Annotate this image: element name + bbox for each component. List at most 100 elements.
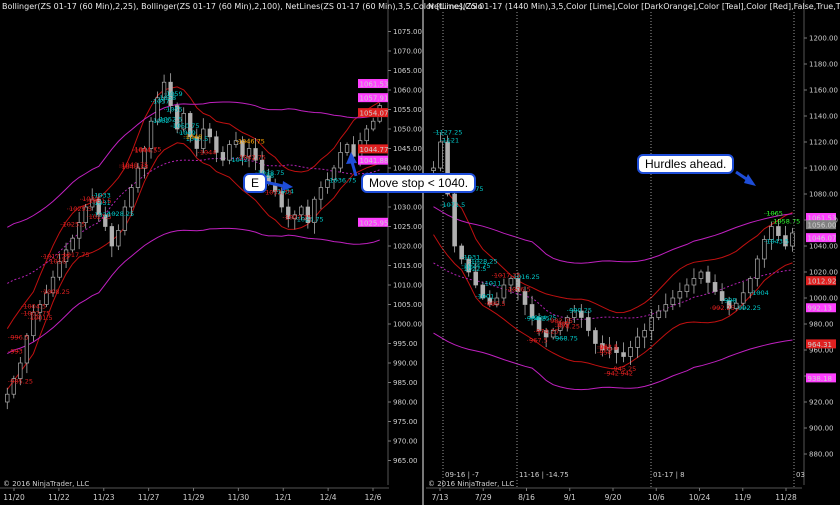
candle-body (572, 310, 577, 318)
candle-body (318, 187, 324, 200)
left-time-axis[interactable]: 11/20 11/22 11/23 11/27 11/29 11/30 12/1 12/4 12… (0, 487, 389, 502)
netline-label: 1031.5 (89, 197, 112, 205)
separator-label: 09-16 | -7 (445, 471, 479, 479)
candle-body (24, 335, 30, 364)
y-tick-label: 1005.00 (393, 301, 422, 309)
right-price-axis[interactable]: 880.00900.00920.00940.00960.00980.001000… (804, 35, 838, 459)
candle-body (621, 352, 626, 357)
candle-body (116, 230, 121, 247)
candle-body (607, 347, 612, 351)
price-tag (806, 213, 836, 223)
y-tick-label: 990.00 (393, 360, 418, 368)
candle-body (63, 249, 69, 262)
right-time-axis[interactable]: 7/13 7/29 8/16 9/1 9/20 10/6 10/24 11/9 11/28 (426, 487, 802, 502)
price-tag (358, 93, 388, 103)
x-tick-label: 11/23 (93, 493, 115, 502)
candle-body (501, 284, 507, 299)
candle-body (312, 198, 317, 223)
x-tick-label: 9/1 (564, 493, 576, 502)
candle-body (494, 297, 500, 305)
separator-label: 01-17 | 8 (653, 471, 685, 479)
hurdles-arrowhead-icon (744, 174, 756, 186)
right-panel-title: NetLines(ZS 01-17 (1440 Min),3,5,Color [… (428, 2, 840, 11)
candle-body (670, 297, 676, 305)
netline-label: 1002.75 (23, 309, 50, 317)
x-tick-label: 11/29 (183, 493, 205, 502)
candle-body (181, 113, 186, 130)
candle-body (529, 304, 535, 318)
y-tick-label: 1030.00 (393, 204, 422, 212)
candle-body (70, 237, 75, 251)
candle-body (452, 193, 457, 247)
upper-bollinger-100 (433, 206, 793, 264)
y-tick-label: 960.00 (809, 347, 834, 355)
candle-body (431, 167, 436, 171)
right-bollinger-bands (433, 173, 793, 391)
netline-label: 1026.75 (297, 216, 324, 224)
y-tick-label: 1200.00 (809, 35, 838, 43)
lower-bollinger-100 (7, 227, 380, 355)
candle-body (351, 144, 356, 157)
y-tick-label: 1120.00 (809, 139, 838, 147)
price-tag (358, 144, 388, 154)
y-tick-label: 1100.00 (809, 165, 838, 173)
candle-body (31, 311, 36, 337)
y-tick-label: 1180.00 (809, 61, 838, 69)
y-tick-label: 965.00 (393, 457, 418, 465)
right-candles (431, 132, 795, 365)
candle-body (677, 291, 683, 299)
y-tick-label: 970.00 (393, 438, 418, 446)
callout-e: E (243, 173, 268, 193)
upper-bollinger-25 (433, 173, 793, 314)
y-tick-label: 995.00 (393, 340, 418, 348)
x-tick-label: 11/22 (48, 493, 70, 502)
y-tick-label: 1060.00 (393, 87, 422, 95)
price-tag-label: 992.13 (808, 305, 833, 313)
y-tick-label: 1070.00 (393, 48, 422, 56)
netline-label: 1040.25 (121, 163, 148, 171)
price-tag (358, 79, 388, 89)
y-tick-label: 1020.00 (809, 269, 838, 277)
netline-label: 1028.25 (107, 210, 134, 218)
candle-body (586, 317, 591, 331)
candle-body (684, 284, 690, 292)
price-tag (806, 303, 836, 313)
candle-body (325, 179, 330, 188)
netline-label: 1024.75 (464, 262, 491, 270)
right-copyright: © 2016 NinjaTrader, LLC (428, 480, 514, 488)
netline-label: 1058.75 (773, 218, 800, 226)
callout-hurdles: Hurdles ahead. (637, 154, 735, 174)
x-tick-label: 11/20 (3, 493, 25, 502)
netline-label: 961.5 (599, 344, 618, 352)
candle-body (508, 278, 514, 286)
price-tag (806, 339, 836, 349)
upper-bollinger-100 (7, 101, 380, 228)
price-tag (358, 108, 388, 118)
candle-body (344, 144, 350, 153)
netline-label: 1050.75 (173, 122, 200, 130)
candle-body (201, 128, 206, 149)
netline-label: 985.25 (10, 378, 33, 386)
y-tick-label: 900.00 (809, 425, 834, 433)
netline-label: 1001.5 (30, 314, 53, 322)
y-tick-label: 1000.00 (393, 321, 422, 329)
candle-body (331, 167, 337, 181)
y-tick-label: 980.00 (809, 321, 834, 329)
left-bollinger-bands (6, 86, 380, 390)
y-tick-label: 1065.00 (393, 67, 422, 75)
mid-bollinger-100 (433, 262, 793, 320)
netline-label: 1043.5 (766, 237, 789, 245)
candle-body (543, 330, 549, 338)
candle-body (438, 141, 443, 169)
price-tag-label: 1025.95 (360, 219, 389, 227)
candle-body (459, 245, 464, 260)
candle-body (18, 362, 23, 379)
candle-body (305, 206, 311, 223)
stop-arrowhead-icon (346, 152, 357, 164)
x-tick-label: 12/1 (275, 493, 292, 502)
netline-label: 1008.25 (43, 288, 70, 296)
candle-body (37, 304, 43, 313)
candle-body (790, 232, 795, 247)
